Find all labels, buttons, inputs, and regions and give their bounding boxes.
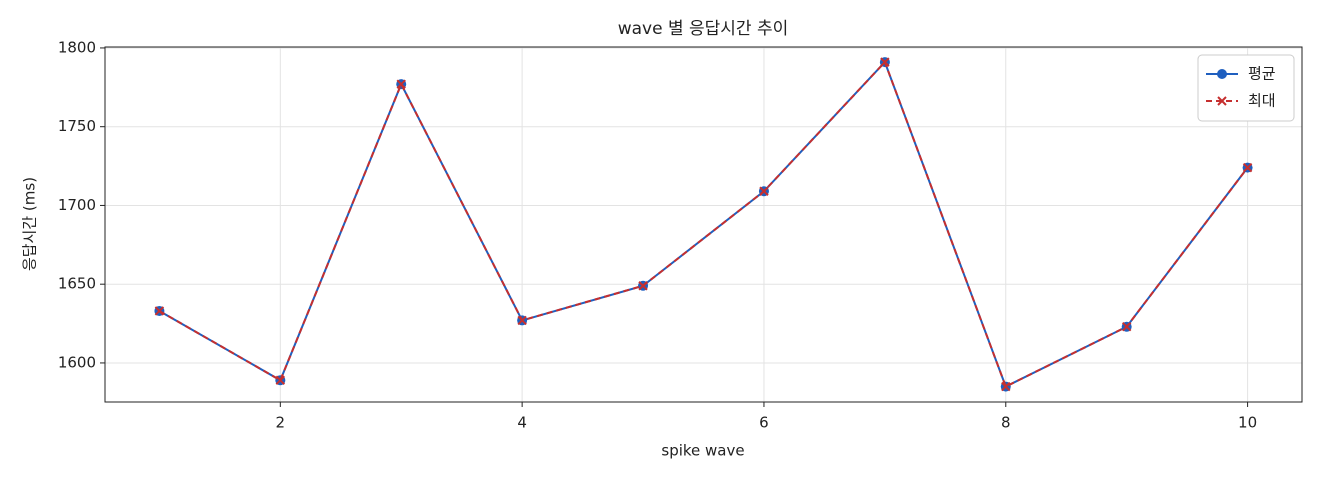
y-tick-label: 1650	[58, 275, 96, 293]
marker	[1242, 162, 1253, 173]
y-tick-label: 1800	[58, 38, 96, 56]
series-line	[158, 60, 1249, 388]
legend-label: 최대	[1248, 92, 1276, 110]
marker	[275, 375, 286, 385]
x-tick-label: 10	[1238, 414, 1257, 432]
legend-label: 평균	[1248, 65, 1276, 83]
marker	[154, 306, 165, 316]
marker	[1217, 69, 1227, 79]
series-line	[158, 60, 1249, 388]
marker-stroke	[1001, 381, 1011, 392]
y-tick-label: 1750	[58, 117, 96, 135]
marker-stroke	[275, 375, 286, 385]
marker-stroke	[638, 281, 648, 291]
marker-stroke	[396, 79, 406, 89]
marker-stroke	[1217, 96, 1227, 106]
x-tick-label: 6	[759, 414, 769, 432]
marker-stroke	[1242, 162, 1253, 173]
marker	[759, 186, 769, 196]
y-tick-label: 1600	[58, 353, 96, 371]
x-tick-label: 8	[1001, 414, 1011, 432]
marker-stroke	[759, 186, 769, 196]
y-axis-label: 응답시간 (ms)	[21, 177, 39, 271]
marker	[638, 281, 648, 291]
marker-stroke	[154, 306, 165, 316]
x-tick-label: 4	[517, 414, 527, 432]
plot-frame	[104, 46, 1303, 403]
marker	[396, 79, 406, 89]
marker-stroke	[517, 315, 527, 326]
x-axis-label: spike wave	[661, 442, 744, 460]
marker-stroke	[880, 57, 890, 67]
legend-box	[1197, 54, 1295, 122]
marker-stroke	[1121, 322, 1132, 332]
marker	[1121, 322, 1132, 332]
marker	[880, 57, 890, 67]
marker	[1001, 381, 1011, 392]
chart-title: wave 별 응답시간 추이	[618, 19, 789, 39]
marker	[517, 315, 527, 326]
x-tick-label: 2	[276, 414, 286, 432]
marker	[1217, 96, 1227, 106]
y-tick-label: 1700	[58, 196, 96, 214]
